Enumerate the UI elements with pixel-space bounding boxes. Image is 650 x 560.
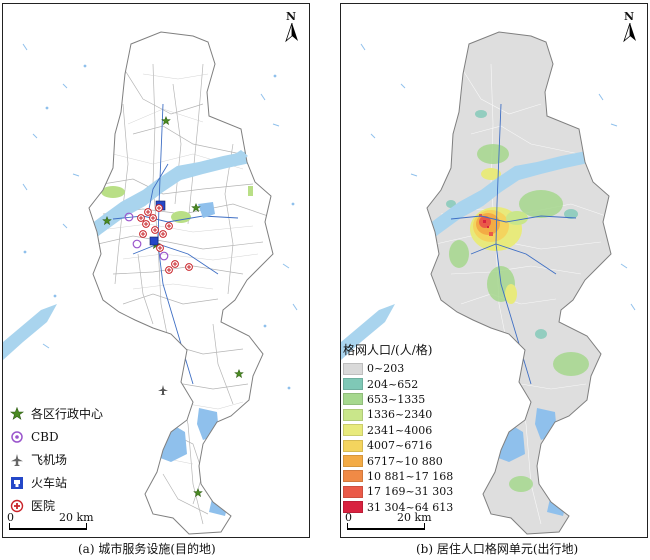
hospital-marker (159, 230, 167, 238)
hospital-marker (171, 260, 179, 268)
legend-label: 飞机场 (31, 453, 68, 467)
legend-row-cbd: CBD (7, 425, 103, 448)
legend-class-row: 653~1335 (341, 392, 453, 407)
airplane-marker (158, 385, 168, 395)
hospital-marker (156, 244, 164, 252)
north-arrow-icon: N (621, 10, 639, 44)
legend-class-row: 31 304~64 613 (341, 500, 453, 515)
cbd-marker (159, 251, 169, 261)
legend-row-district-center: 各区行政中心 (7, 402, 103, 425)
scale-end-label: 20 km (397, 511, 432, 524)
scale-start-label: 0 (345, 511, 352, 524)
legend-class-label: 2341~4006 (367, 423, 433, 437)
legend-class-label: 31 304~64 613 (367, 500, 454, 514)
star-icon (7, 406, 27, 422)
hospital-marker (139, 230, 147, 238)
hospital-marker (151, 226, 159, 234)
legend-swatch (343, 470, 363, 483)
scale-tick (424, 523, 425, 529)
district-center-star (101, 215, 113, 226)
legend-swatch (343, 393, 363, 406)
train-station-icon (7, 475, 27, 491)
legend-swatch (343, 362, 363, 375)
legend-class-row: 6717~10 880 (341, 453, 453, 468)
legend-swatch (343, 501, 363, 514)
scale-bar-line (9, 528, 87, 530)
hospital-marker (149, 214, 157, 222)
legend-swatch (343, 439, 363, 452)
legend-label: 火车站 (31, 476, 68, 490)
hospital-marker (165, 222, 173, 230)
legend-label: 医院 (31, 499, 56, 513)
legend-row-hospital: 医院 (7, 494, 103, 517)
legend-class-label: 653~1335 (367, 392, 426, 406)
train-station-marker (149, 236, 159, 246)
map-a-canvas (3, 31, 298, 535)
hospital-marker (155, 204, 163, 212)
map-panel-service-facilities: N 各区行政中心 CBD 飞机场 火 (2, 3, 310, 538)
legend-class-row: 10 881~17 168 (341, 469, 453, 484)
legend-swatch (343, 408, 363, 421)
cbd-markers (124, 212, 169, 261)
cbd-marker (132, 239, 142, 249)
scale-bar: 0 20 km (7, 511, 117, 534)
scale-end-label: 20 km (59, 511, 94, 524)
legend-row-airport: 飞机场 (7, 448, 103, 471)
hospital-markers (137, 204, 193, 274)
scale-tick (9, 523, 10, 529)
legend-swatch (343, 378, 363, 391)
legend-class-label: 17 169~31 303 (367, 485, 454, 499)
district-center-star (192, 487, 204, 498)
legend-class-label: 6717~10 880 (367, 454, 443, 468)
legend-class-row: 2341~4006 (341, 423, 453, 438)
legend-class-label: 204~652 (367, 377, 419, 391)
legend-label: CBD (31, 429, 59, 444)
scale-bar-line (347, 528, 425, 530)
legend-swatch (343, 485, 363, 498)
legend-population: 格网人口/(人/格) 0~203 204~652 653~1335 1336~2340… (341, 341, 453, 515)
scale-tick (86, 523, 87, 529)
caption-panel-b: (b) 居住人口格网单元(出行地) (416, 542, 579, 556)
legend-title: 格网人口/(人/格) (343, 343, 433, 357)
hospital-marker (142, 220, 150, 228)
legend-class-label: 0~203 (367, 362, 405, 376)
cbd-circle-icon (7, 429, 27, 445)
legend-swatch (343, 455, 363, 468)
legend-swatch (343, 424, 363, 437)
legend-class-label: 4007~6716 (367, 439, 433, 453)
district-center-star (160, 115, 172, 126)
legend-label: 各区行政中心 (31, 407, 104, 421)
scale-tick (347, 523, 348, 529)
legend-facilities: 各区行政中心 CBD 飞机场 火车站 医院 (7, 402, 103, 517)
hospital-marker (144, 208, 152, 216)
airplane-icon (7, 452, 27, 468)
map-panel-population-grid: N 格网人口/(人/格) 0~203 204~652 653~1335 1336~23… (340, 3, 648, 538)
map-b-canvas (341, 31, 636, 535)
legend-class-label: 10 881~17 168 (367, 469, 454, 483)
legend-class-row: 1336~2340 (341, 407, 453, 422)
hospital-marker (137, 214, 145, 222)
district-center-star (233, 368, 245, 379)
legend-class-label: 1336~2340 (367, 408, 433, 422)
legend-class-row: 0~203 (341, 361, 453, 376)
cbd-marker (124, 212, 134, 222)
legend-class-row: 204~652 (341, 376, 453, 391)
north-arrow-icon: N (283, 10, 301, 44)
hospital-marker (165, 266, 173, 274)
legend-class-row: 17 169~31 303 (341, 484, 453, 499)
caption-panel-a: (a) 城市服务设施(目的地) (78, 542, 216, 556)
hospital-marker (185, 263, 193, 271)
scale-start-label: 0 (7, 511, 14, 524)
legend-classes: 0~203 204~652 653~1335 1336~2340 2341~4006 40… (341, 361, 453, 515)
hospital-cross-icon (7, 498, 27, 514)
legend-row-train-station: 火车站 (7, 471, 103, 494)
legend-class-row: 4007~6716 (341, 438, 453, 453)
district-center-star (190, 202, 202, 213)
scale-bar: 0 20 km (345, 511, 455, 534)
